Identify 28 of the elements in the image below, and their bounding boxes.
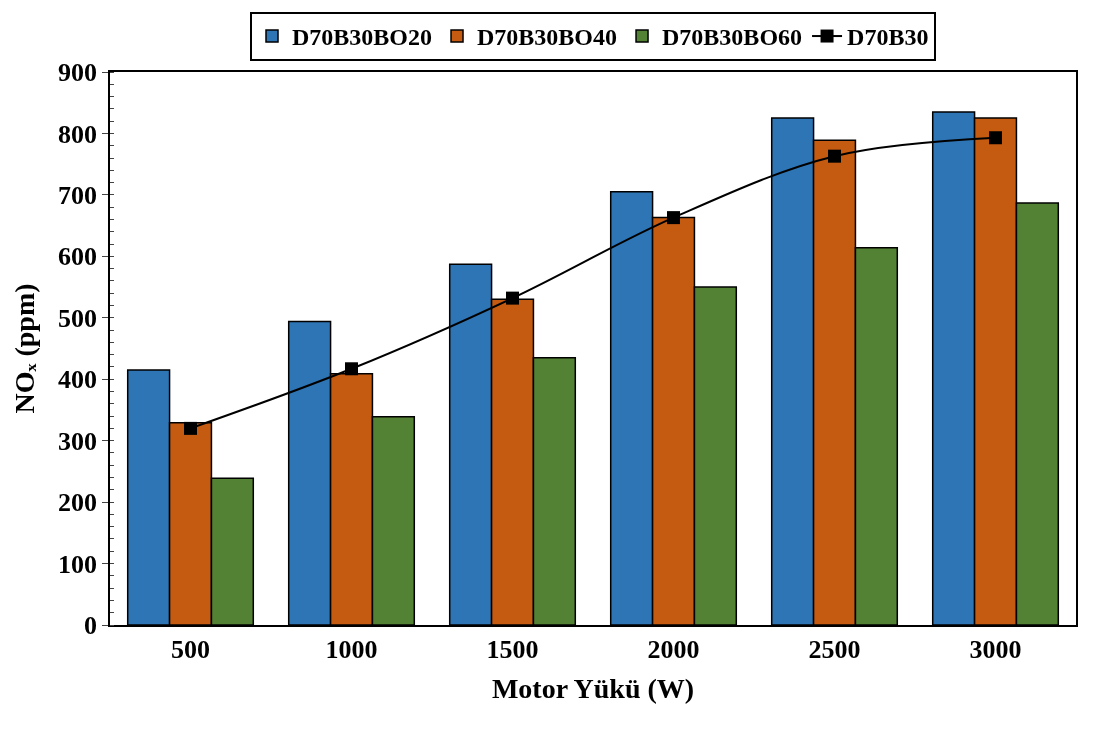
point — [828, 149, 841, 163]
x-tick-label: 1500 — [486, 634, 539, 664]
y-tick-label: 700 — [58, 180, 98, 210]
y-tick-label: 100 — [58, 549, 98, 579]
point — [506, 291, 519, 305]
legend-label: D70B30 — [847, 24, 929, 51]
y-tick-label: 400 — [58, 365, 98, 395]
x-tick-label: 1000 — [325, 634, 378, 664]
x-tick-label: 2000 — [647, 634, 700, 664]
point — [989, 131, 1002, 145]
x-axis-title: Motor Yükü (W) — [491, 672, 695, 704]
point — [345, 362, 358, 376]
point — [667, 211, 680, 225]
y-tick-label: 200 — [58, 488, 98, 518]
point — [184, 421, 197, 435]
y-tick-label: 300 — [58, 426, 98, 456]
y-axis-title: NOₓ (ppm) — [9, 283, 41, 414]
legend-label: D70B30BO60 — [662, 24, 803, 51]
x-tick-label: 2500 — [808, 634, 861, 664]
x-tick-label: 500 — [171, 634, 210, 664]
legend-label: D70B30BO40 — [477, 24, 618, 51]
y-tick-label: 900 — [58, 58, 98, 88]
y-tick-label: 500 — [58, 303, 98, 333]
legend-label: D70B30BO20 — [292, 24, 433, 51]
x-tick-label: 3000 — [969, 634, 1022, 664]
y-tick-label: 0 — [84, 611, 98, 641]
y-tick-label: 600 — [58, 242, 98, 272]
y-tick-label: 800 — [58, 119, 98, 149]
